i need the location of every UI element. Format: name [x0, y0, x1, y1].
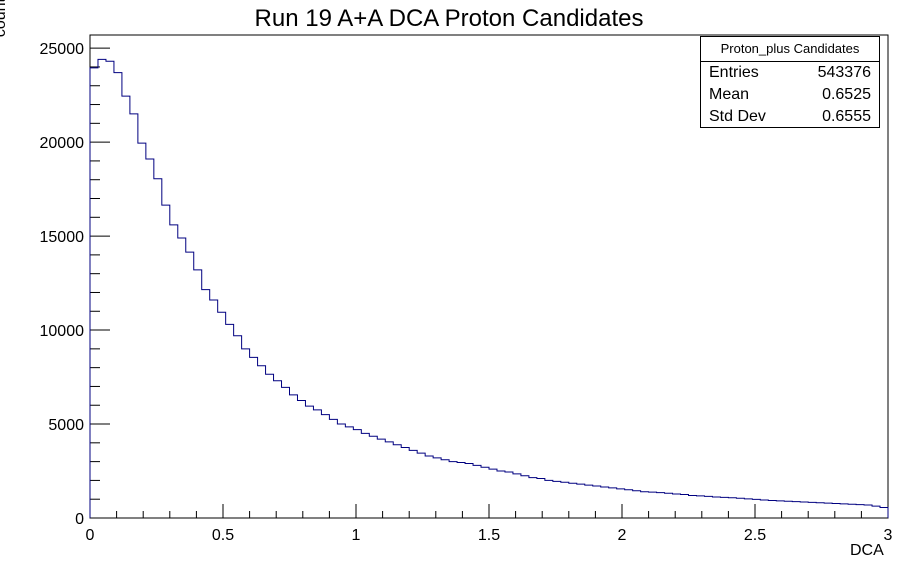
y-tick-label: 10000	[40, 323, 85, 340]
stats-box-title: Proton_plus Candidates	[701, 37, 879, 62]
stats-value: 0.6525	[822, 86, 871, 103]
x-tick-label: 0.5	[212, 527, 234, 544]
x-tick-label: 3	[884, 527, 893, 544]
stats-label: Mean	[709, 86, 750, 103]
stats-row-entries: Entries 543376	[701, 62, 879, 84]
chart-title: Run 19 A+A DCA Proton Candidates	[254, 5, 644, 32]
histogram-series	[89, 58, 889, 518]
stats-row-stddev: Std Dev 0.6555	[701, 106, 879, 128]
stats-label: Std Dev	[709, 108, 766, 125]
y-tick-label: 20000	[40, 135, 85, 152]
axis-tick-labels: 0 0.5 1 1.5 2 2.5 3 0 5000 10000 15000 20000 25000	[40, 41, 893, 544]
x-tick-label: 1	[352, 527, 361, 544]
stats-row-mean: Mean 0.6525	[701, 84, 879, 106]
stats-value: 0.6555	[822, 108, 871, 125]
x-tick-label: 2.5	[744, 527, 766, 544]
x-axis-title: DCA	[850, 542, 884, 559]
stats-box: Proton_plus Candidates Entries 543376 Me…	[700, 36, 880, 128]
axis-ticks	[89, 47, 889, 519]
y-tick-label: 25000	[40, 41, 85, 58]
y-tick-label: 15000	[40, 229, 85, 246]
x-tick-label: 0	[86, 527, 95, 544]
y-tick-label: 5000	[48, 417, 84, 434]
x-tick-label: 2	[618, 527, 627, 544]
y-tick-label: 0	[75, 511, 84, 528]
stats-value: 543376	[817, 64, 871, 81]
stats-label: Entries	[709, 64, 759, 81]
x-tick-label: 1.5	[478, 527, 500, 544]
y-axis-title: counts	[0, 0, 9, 38]
